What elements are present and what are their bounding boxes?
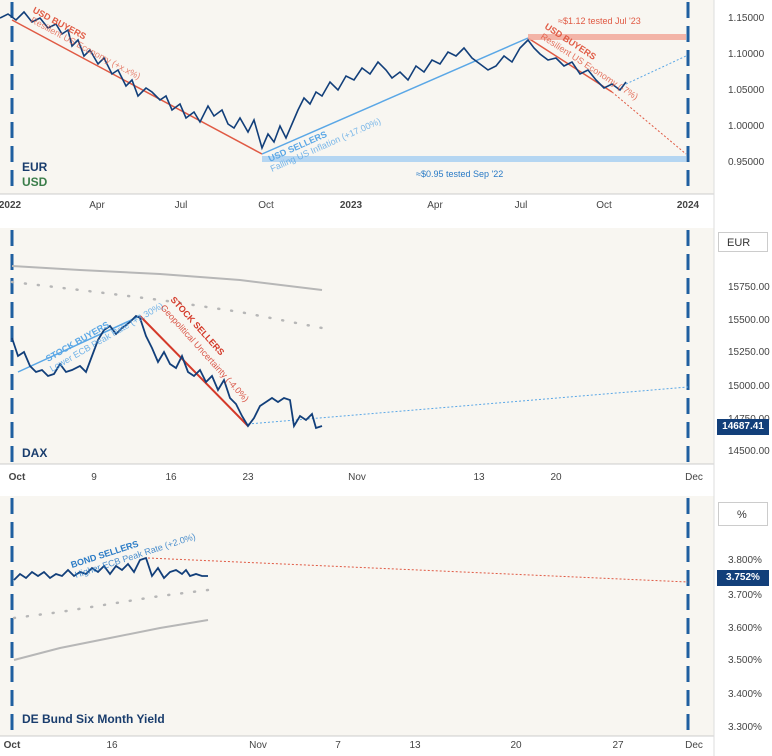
panel-dax-x-tick: 9 [91, 472, 97, 483]
panel-eurusd-y-tick: 1.15000 [728, 13, 765, 24]
panel-bund-x-tick: Dec [685, 740, 703, 751]
dax-ma-long [11, 265, 323, 291]
eurusd-price-line [0, 10, 627, 151]
dax-unit-box[interactable]: EUR [718, 232, 768, 252]
eurusd-resistance-band [528, 34, 686, 40]
eur-label: EUR [22, 160, 48, 174]
eurusd-support-band [262, 156, 686, 162]
panel-bund-y-tick: 3.400% [728, 689, 762, 700]
dax-last-value-badge: 14687.41 [717, 419, 769, 435]
panel-eurusd-bg [0, 0, 714, 194]
bund-price-line [13, 556, 208, 581]
panel-dax-y-tick: 15250.00 [728, 347, 770, 358]
panel-bund-x-tick: Oct [4, 740, 21, 751]
bund-last-value-badge: 3.752% [717, 570, 769, 586]
panel-dax-x-tick: 23 [242, 472, 254, 483]
panel-dax-y-tick: 15750.00 [728, 282, 770, 293]
bund-ma-long [13, 619, 209, 661]
bund-label: DE Bund Six Month Yield [22, 712, 165, 726]
panel-bund-bg [0, 496, 714, 736]
panel-bund-x-tick: 20 [510, 740, 522, 751]
eurusd-bottom-level-label: ≈$0.95 tested Sep '22 [416, 169, 503, 179]
eurusd-top-level-label: ≈$1.12 tested Jul '23 [558, 16, 641, 26]
eurusd-buyers-projection [611, 91, 687, 155]
panel-eurusd-y-tick: 1.10000 [728, 49, 765, 60]
dax-projection [247, 386, 689, 425]
panel-eurusd-x-tick: 2024 [677, 200, 700, 211]
panel-bund-y-tick: 3.300% [728, 722, 762, 733]
panel-eurusd-y-tick: 1.05000 [728, 85, 765, 96]
panel-dax-y-tick: 15500.00 [728, 315, 770, 326]
panel-eurusd-y-tick: 0.95000 [728, 157, 765, 168]
panel-eurusd-x-tick: Jul [515, 200, 528, 211]
usd-label: USD [22, 175, 48, 189]
panel-eurusd-x-tick: Apr [89, 200, 105, 211]
panel-bund-y-tick: 3.600% [728, 623, 762, 634]
panel-dax-x-tick: Nov [348, 472, 366, 483]
panel-eurusd-y-tick: 1.00000 [728, 121, 765, 132]
panel-bund-x-tick: 7 [335, 740, 341, 751]
dax-label: DAX [22, 446, 48, 460]
panel-dax-x-tick: 16 [165, 472, 177, 483]
panel-eurusd-x-tick: Oct [596, 200, 612, 211]
panel-dax-y-tick: 15000.00 [728, 381, 770, 392]
panel-eurusd-x-tick: Jul [175, 200, 188, 211]
panel-bund-y-tick: 3.500% [728, 655, 762, 666]
bund-unit-box[interactable]: % [718, 502, 768, 526]
panel-dax-y-tick: 14500.00 [728, 446, 770, 457]
eurusd-buyers-trendline [11, 19, 263, 155]
panel-dax-x-tick: 13 [473, 472, 485, 483]
panel-bund-x-tick: 27 [612, 740, 624, 751]
panel-dax-x-tick: Dec [685, 472, 703, 483]
panel-eurusd-x-tick: Oct [258, 200, 274, 211]
panel-eurusd-x-tick: Apr [427, 200, 443, 211]
eurusd-sellers-trendline [261, 37, 529, 155]
dax-sellers-trendline [139, 315, 249, 427]
panel-dax-x-tick: 20 [550, 472, 562, 483]
panel-bund-x-tick: 13 [409, 740, 421, 751]
panel-dax-x-tick: Oct [9, 472, 26, 483]
dax-price-line [11, 314, 323, 430]
panel-eurusd-x-tick: 2022 [0, 200, 22, 211]
panel-bund-x-tick: 16 [106, 740, 118, 751]
panel-eurusd-x-tick: 2023 [340, 200, 363, 211]
panel-bund-y-tick: 3.800% [728, 555, 762, 566]
panel-bund-y-tick: 3.700% [728, 590, 762, 601]
eurusd-price-projection [625, 55, 687, 85]
panel-bund-x-tick: Nov [249, 740, 267, 751]
panel-dax-bg [0, 228, 714, 464]
dax-buyers-trendline [17, 315, 141, 373]
